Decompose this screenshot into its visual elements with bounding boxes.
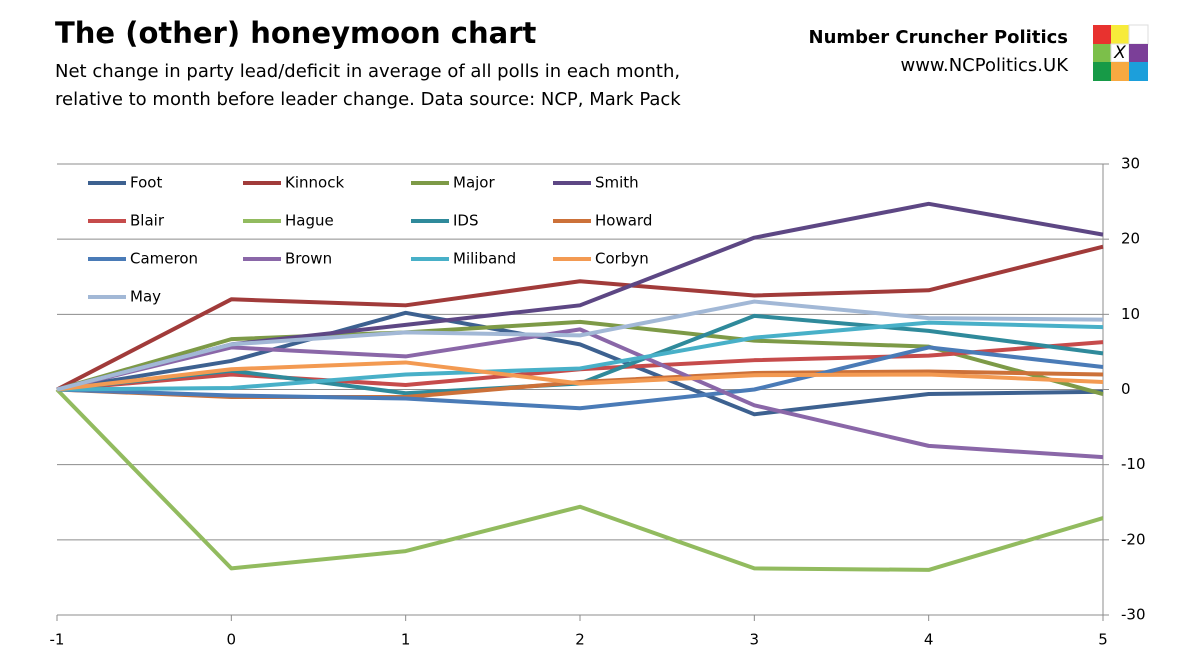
series-line <box>56 244 1104 392</box>
series-line <box>56 320 1104 392</box>
logo-square <box>1093 25 1111 44</box>
legend-entry: Miliband <box>411 250 516 268</box>
legend-label: Major <box>453 174 495 192</box>
legend-entry: Corbyn <box>553 250 649 268</box>
legend-entry: IDS <box>411 212 479 230</box>
x-tick-label: 1 <box>401 631 411 649</box>
series-line <box>56 310 1104 417</box>
series-line <box>56 327 1104 460</box>
series-line <box>55 388 1104 572</box>
legend-entry: Kinnock <box>243 174 344 192</box>
series-line <box>56 299 1104 392</box>
legend-label: Cameron <box>130 250 198 268</box>
legend-label: Howard <box>595 212 652 230</box>
chart-title: The (other) honeymoon chart <box>55 16 536 50</box>
legend-label: Miliband <box>453 250 516 268</box>
logo-square <box>1093 44 1111 62</box>
x-tick-label: 5 <box>1098 631 1108 649</box>
logo: X <box>1093 24 1149 81</box>
x-tick-label: -1 <box>50 631 65 649</box>
legend-entry: May <box>88 288 161 306</box>
legend-entry: Cameron <box>88 250 198 268</box>
legend-entry: Smith <box>553 174 639 192</box>
website: www.NCPolitics.UK <box>900 55 1069 76</box>
x-tick-label: 4 <box>924 631 934 649</box>
logo-square <box>1111 62 1129 81</box>
y-tick-label: -20 <box>1121 530 1146 548</box>
y-tick-label: -10 <box>1121 455 1146 473</box>
legend-label: Smith <box>595 174 639 192</box>
subtitle: relative to month before leader change. … <box>55 89 681 110</box>
legend-label: Corbyn <box>595 250 649 268</box>
legend-label: Blair <box>130 212 165 230</box>
legend-entry: Howard <box>553 212 652 230</box>
x-tick-label: 2 <box>575 631 585 649</box>
legend-label: May <box>130 288 161 306</box>
x-tick-label: 0 <box>227 631 237 649</box>
legend-entry: Blair <box>88 212 165 230</box>
logo-square <box>1128 24 1149 45</box>
x-tick-label: 3 <box>750 631 760 649</box>
y-tick-label: 10 <box>1121 305 1140 323</box>
legend-label: IDS <box>453 212 479 230</box>
legend-label: Hague <box>285 212 334 230</box>
series-line <box>56 360 1104 392</box>
logo-square <box>1129 62 1148 81</box>
series-line <box>56 345 1104 411</box>
logo-square <box>1129 44 1148 62</box>
y-tick-label: 0 <box>1121 380 1131 398</box>
legend-entry: Major <box>411 174 495 192</box>
logo-mark: X <box>1113 43 1126 63</box>
legend-entry: Foot <box>88 174 162 192</box>
legend-label: Kinnock <box>285 174 344 192</box>
y-tick-label: 30 <box>1121 155 1140 173</box>
logo-square <box>1093 62 1111 81</box>
y-tick-label: 20 <box>1121 230 1140 248</box>
legend-entry: Hague <box>243 212 334 230</box>
legend-label: Foot <box>130 174 162 192</box>
subtitle: Net change in party lead/deficit in aver… <box>55 61 680 82</box>
legend-label: Brown <box>285 250 332 268</box>
logo-square <box>1111 25 1129 44</box>
brand: Number Cruncher Politics <box>809 27 1068 48</box>
y-tick-label: -30 <box>1121 606 1146 624</box>
legend-entry: Brown <box>243 250 332 268</box>
